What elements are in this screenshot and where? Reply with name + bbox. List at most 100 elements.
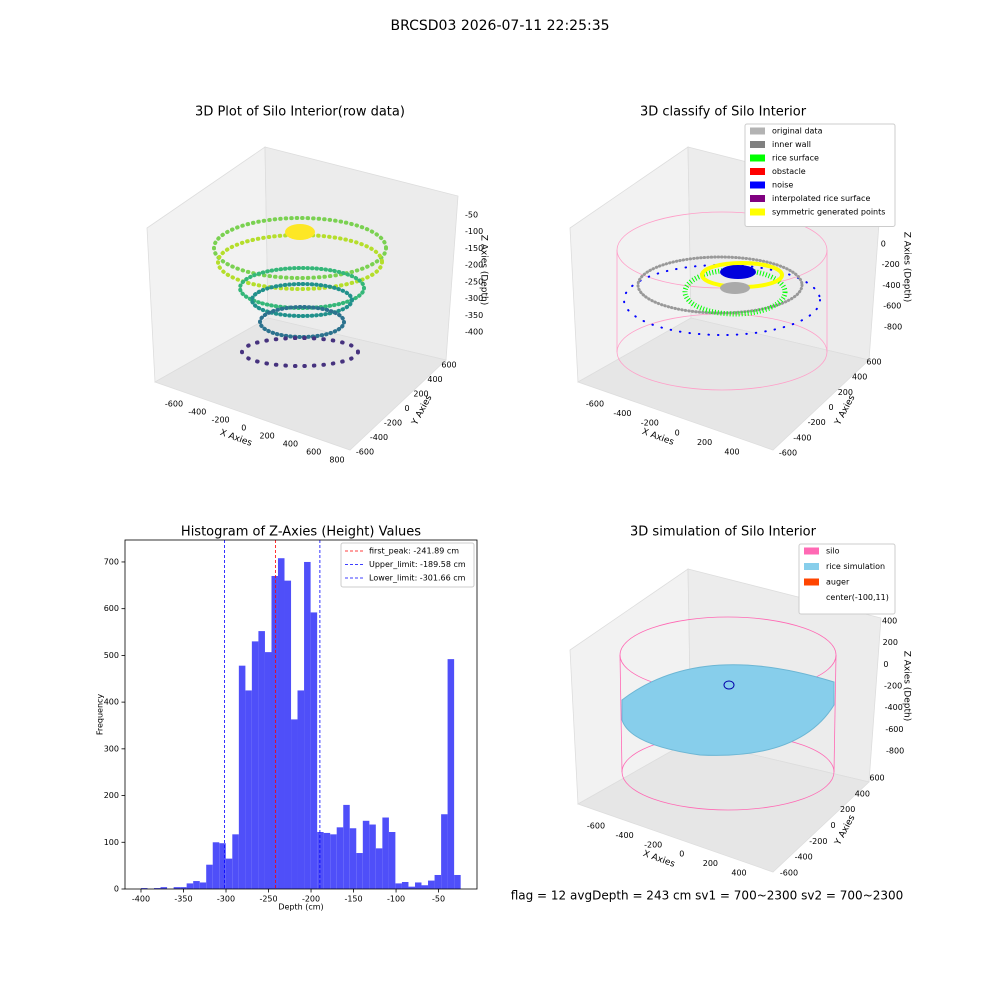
y-tick-label: -600 (356, 448, 374, 457)
footer-text: flag = 12 avgDepth = 243 cm sv1 = 700~23… (511, 889, 904, 903)
legend-swatch (750, 181, 765, 189)
legend-swatch (750, 168, 765, 175)
bar (199, 882, 207, 889)
panel-title: Histogram of Z-Axies (Height) Values (181, 525, 421, 540)
z-tick-label: 0 (881, 239, 886, 248)
legend-label: symmetric generated points (772, 208, 885, 217)
y-tick-label: 0 (828, 403, 833, 412)
bar (330, 834, 337, 889)
bar (297, 690, 305, 889)
bar (225, 858, 233, 889)
y-tick-label: -200 (384, 419, 402, 428)
bar (349, 828, 357, 889)
z-tick-label: -400 (465, 328, 483, 337)
figure-title: BRCSD03 2026-07-11 22:25:35 (390, 18, 609, 34)
bar (219, 843, 226, 889)
bar (362, 820, 370, 889)
x-tick-label: 400 (283, 440, 298, 449)
legend-label: silo (826, 547, 840, 556)
bar (186, 883, 194, 889)
z-tick-label: -400 (882, 281, 900, 290)
x-tick-label: 400 (724, 448, 739, 457)
legend-swatch (750, 195, 765, 202)
z-tick-label: -100 (465, 227, 483, 236)
x-tick-label: 200 (260, 432, 275, 441)
y-tick-label: 200 (840, 805, 855, 814)
legend-label: obstacle (772, 167, 806, 176)
legend-label: interpolated rice surface (772, 194, 870, 203)
z-tick-label: -800 (884, 323, 902, 332)
bar (434, 874, 442, 889)
y-tick-label: 100 (104, 838, 119, 847)
x-tick-label: 800 (329, 456, 344, 465)
legend-label: rice surface (772, 154, 819, 163)
z-tick-label: -200 (882, 260, 900, 269)
bar (245, 690, 252, 889)
x-axis-label: X Axies (640, 427, 675, 448)
legend-label: Lower_limit: -301.66 cm (369, 574, 466, 583)
z-tick-label: -300 (465, 294, 483, 303)
legend-box (744, 123, 896, 227)
z-tick-label: -50 (465, 211, 478, 220)
y-tick-label: -600 (779, 449, 797, 458)
x-tick-label: -150 (344, 895, 362, 904)
legend-swatch (750, 127, 765, 135)
panel-4-model (619, 616, 837, 811)
x-tick-label: -300 (217, 895, 235, 904)
z-tick-label: -350 (465, 311, 483, 320)
x-tick-label: 200 (703, 859, 718, 868)
y-tick-label: 0 (830, 821, 835, 830)
y-tick-label: 400 (104, 698, 119, 707)
y-tick-label: 600 (869, 774, 884, 783)
bar (180, 887, 187, 889)
x-tick-label: -350 (174, 895, 192, 904)
x-tick-label: -50 (432, 895, 445, 904)
panel-title: 3D classify of Silo Interior (640, 105, 807, 120)
bar (369, 824, 376, 889)
x-tick-label: 0 (679, 850, 684, 859)
bar (238, 665, 246, 889)
bar (336, 827, 344, 889)
bar (401, 881, 409, 889)
bar (408, 886, 416, 889)
bar (375, 848, 383, 889)
panel-1-decor (146, 146, 459, 451)
x-tick-label: -400 (132, 895, 150, 904)
bar (251, 641, 259, 889)
y-tick-label: -400 (793, 433, 811, 442)
bar (140, 888, 148, 889)
y-tick-label: -400 (370, 433, 388, 442)
y-tick-label: 0 (404, 404, 409, 413)
bar (441, 814, 448, 889)
z-axis-label: Z Axies (Depth) (479, 235, 489, 306)
z-tick-label: -400 (885, 703, 903, 712)
panel-4-decor (569, 568, 882, 873)
legend-label: original data (772, 127, 823, 136)
x-tick-label: -200 (641, 419, 659, 428)
y-tick-label: 0 (114, 885, 119, 894)
bar (258, 631, 265, 889)
legend-label: auger (826, 578, 850, 587)
bar (193, 881, 200, 889)
y-tick-label: 400 (852, 373, 867, 382)
z-tick-label: -250 (465, 277, 483, 286)
bar (356, 853, 363, 889)
x-tick-label: -600 (165, 400, 183, 409)
y-tick-label: 500 (104, 651, 119, 660)
z-tick-label: -600 (885, 725, 903, 734)
x-tick-label: -600 (586, 400, 604, 409)
bar (310, 612, 318, 889)
bar (323, 832, 331, 889)
legend-swatch (804, 547, 819, 555)
x-tick-label: -400 (613, 409, 631, 418)
z-axis-label: Z Axies (Depth) (902, 651, 912, 722)
z-axis-label: Z Axies (Depth) (902, 232, 912, 303)
x-tick-label: -400 (616, 831, 634, 840)
legend-label: inner wall (772, 140, 811, 149)
panel-title: 3D simulation of Silo Interior (630, 525, 817, 540)
bar (454, 874, 461, 889)
bar (395, 883, 402, 889)
y-tick-label: 400 (427, 375, 442, 384)
bar (271, 575, 278, 889)
